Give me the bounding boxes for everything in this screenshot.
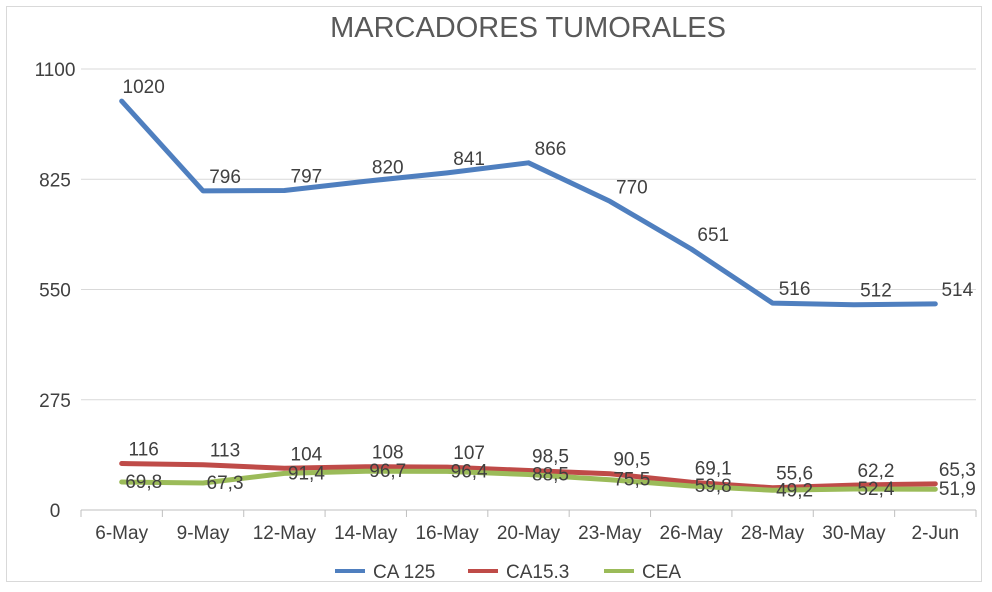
legend-item-ca125: CA 125 [335, 562, 435, 583]
legend-label: CEA [642, 562, 681, 583]
cea-data-label: 49,2 [776, 480, 813, 501]
legend-label: CA 125 [373, 562, 435, 583]
x-tick-label: 9-May [177, 523, 230, 544]
x-tick-label: 20-May [497, 523, 561, 544]
legend-item-cea: CEA [604, 562, 681, 583]
legend: CA 125 CA15.3 CEA [335, 562, 681, 583]
ca125-data-label: 841 [453, 149, 485, 170]
ca125-data-label: 797 [291, 166, 323, 187]
gridlines [81, 68, 976, 401]
cea-data-label: 91,4 [288, 463, 325, 484]
ca153-line [119, 460, 938, 491]
y-tick-label: 275 [39, 391, 71, 412]
chart-frame: MARCADORES TUMORALES 0 275 550 825 1100 6-Ma… [6, 6, 982, 583]
data-labels-group: 1020 796 797 820 841 866 770 651 516 512 514 116 113… [123, 77, 976, 501]
ca153-data-label: 62,2 [857, 461, 894, 482]
cea-data-label: 96,4 [451, 461, 488, 482]
x-tick-label: 12-May [253, 523, 317, 544]
x-tick-label: 14-May [334, 523, 398, 544]
ca125-data-label: 796 [209, 167, 241, 188]
cea-data-label: 96,7 [369, 461, 406, 482]
y-tick-label: 0 [50, 501, 61, 522]
y-tick-label: 1100 [35, 60, 76, 81]
ca153-data-label: 104 [291, 444, 323, 465]
x-tick-label: 30-May [822, 523, 886, 544]
ca153-data-label: 55,6 [776, 464, 813, 485]
legend-item-ca153: CA15.3 [468, 562, 569, 583]
series-group [119, 98, 938, 493]
ca125-data-label: 820 [372, 157, 404, 178]
ca125-data-label: 651 [697, 225, 729, 246]
ca153-data-label: 98,5 [532, 447, 569, 468]
ca125-data-label: 514 [941, 280, 973, 301]
ca153-data-label: 69,1 [695, 458, 732, 479]
ca125-data-label: 1020 [123, 77, 165, 98]
cea-data-label: 59,8 [695, 476, 732, 497]
legend-label: CA15.3 [506, 562, 569, 583]
y-tick-label: 550 [39, 281, 71, 302]
x-tick-label: 2-Jun [912, 523, 960, 544]
y-tick-label: 825 [39, 170, 71, 191]
cea-data-label: 52,4 [857, 479, 894, 500]
ca153-data-label: 90,5 [613, 450, 650, 471]
x-tick-label: 6-May [95, 523, 148, 544]
cea-data-label: 51,9 [939, 479, 976, 500]
ca125-data-label: 866 [535, 139, 567, 160]
ca153-data-label: 108 [372, 443, 404, 464]
ca125-data-label: 770 [616, 177, 648, 198]
ca125-data-label: 516 [779, 279, 811, 300]
x-axis: 6-May 9-May 12-May 14-May 16-May 20-May 23-May… [80, 509, 977, 544]
cea-data-label: 75,5 [613, 470, 650, 491]
cea-line [119, 468, 938, 493]
ca153-data-label: 65,3 [939, 460, 976, 481]
x-tick-label: 23-May [578, 523, 642, 544]
line-chart: MARCADORES TUMORALES 0 275 550 825 1100 6-Ma… [35, 12, 977, 583]
ca153-data-label: 113 [210, 441, 240, 462]
cea-data-label: 69,8 [125, 472, 162, 493]
ca125-line [119, 98, 938, 308]
x-tick-label: 26-May [660, 523, 724, 544]
cea-data-label: 67,3 [207, 473, 244, 494]
ca153-data-label: 107 [453, 443, 485, 464]
cea-data-label: 88,5 [532, 465, 569, 486]
ca125-data-label: 512 [860, 281, 892, 302]
y-axis: 0 275 550 825 1100 [35, 60, 76, 522]
ca153-data-label: 116 [129, 439, 159, 460]
x-tick-label: 16-May [415, 523, 479, 544]
x-tick-label: 28-May [741, 523, 805, 544]
chart-title: MARCADORES TUMORALES [330, 12, 726, 44]
